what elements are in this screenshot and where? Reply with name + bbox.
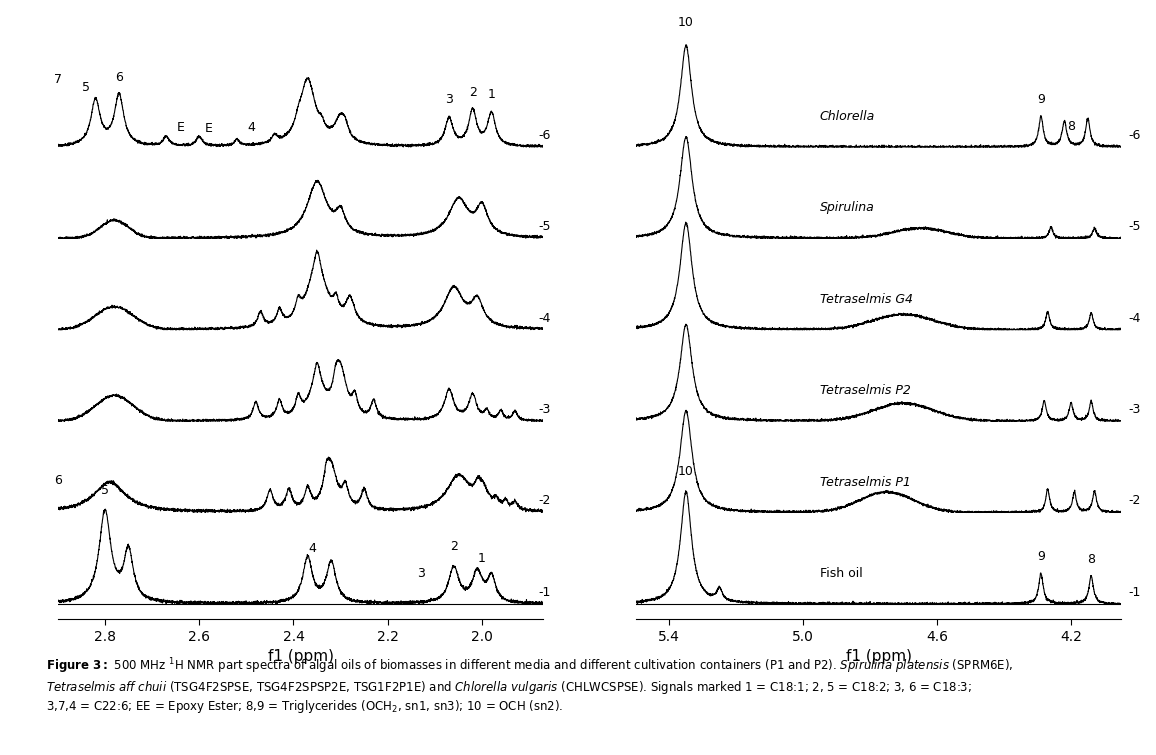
Text: Spirulina: Spirulina (820, 202, 875, 214)
Text: 9: 9 (1037, 550, 1045, 563)
Text: 4: 4 (247, 121, 255, 134)
Text: E: E (205, 122, 213, 135)
Text: 2: 2 (468, 85, 476, 99)
Text: Chlorella: Chlorella (820, 110, 875, 123)
Text: 7: 7 (54, 73, 61, 86)
Text: -6: -6 (1128, 129, 1140, 142)
Text: 1: 1 (479, 551, 486, 565)
Text: 6: 6 (54, 474, 61, 487)
Text: 9: 9 (1037, 93, 1045, 106)
Text: -5: -5 (1128, 220, 1141, 233)
Text: 3: 3 (417, 567, 424, 580)
Text: -5: -5 (539, 220, 551, 233)
Text: -1: -1 (1128, 586, 1140, 599)
X-axis label: f1 (ppm): f1 (ppm) (845, 649, 912, 664)
Text: -6: -6 (539, 129, 551, 142)
Text: -2: -2 (1128, 495, 1140, 507)
Text: -2: -2 (539, 495, 551, 507)
Text: 4: 4 (309, 542, 317, 555)
Text: 5: 5 (82, 81, 90, 94)
Text: -3: -3 (1128, 403, 1140, 416)
Text: Tetraselmis P1: Tetraselmis P1 (820, 476, 911, 488)
Text: 8: 8 (1087, 553, 1095, 566)
Text: 6: 6 (116, 71, 123, 84)
Text: -3: -3 (539, 403, 551, 416)
Text: 10: 10 (679, 464, 694, 478)
Text: 8: 8 (1067, 120, 1075, 133)
Text: -1: -1 (539, 586, 551, 599)
Text: 5: 5 (101, 484, 109, 498)
Text: -4: -4 (1128, 312, 1140, 325)
Text: 10: 10 (679, 17, 694, 29)
Text: Fish oil: Fish oil (820, 567, 862, 580)
Text: Tetraselmis P2: Tetraselmis P2 (820, 384, 911, 397)
Text: E: E (177, 122, 184, 134)
Text: Tetraselmis G4: Tetraselmis G4 (820, 293, 913, 306)
X-axis label: f1 (ppm): f1 (ppm) (267, 649, 334, 664)
Text: 2: 2 (450, 540, 458, 553)
Text: 1: 1 (488, 88, 496, 101)
Text: $\bf{Figure\ 3:}$ 500 MHz $^1$H NMR part spectra of algal oils of biomasses in d: $\bf{Figure\ 3:}$ 500 MHz $^1$H NMR part… (46, 657, 1014, 715)
Text: -4: -4 (539, 312, 551, 325)
Text: 3: 3 (445, 93, 453, 106)
